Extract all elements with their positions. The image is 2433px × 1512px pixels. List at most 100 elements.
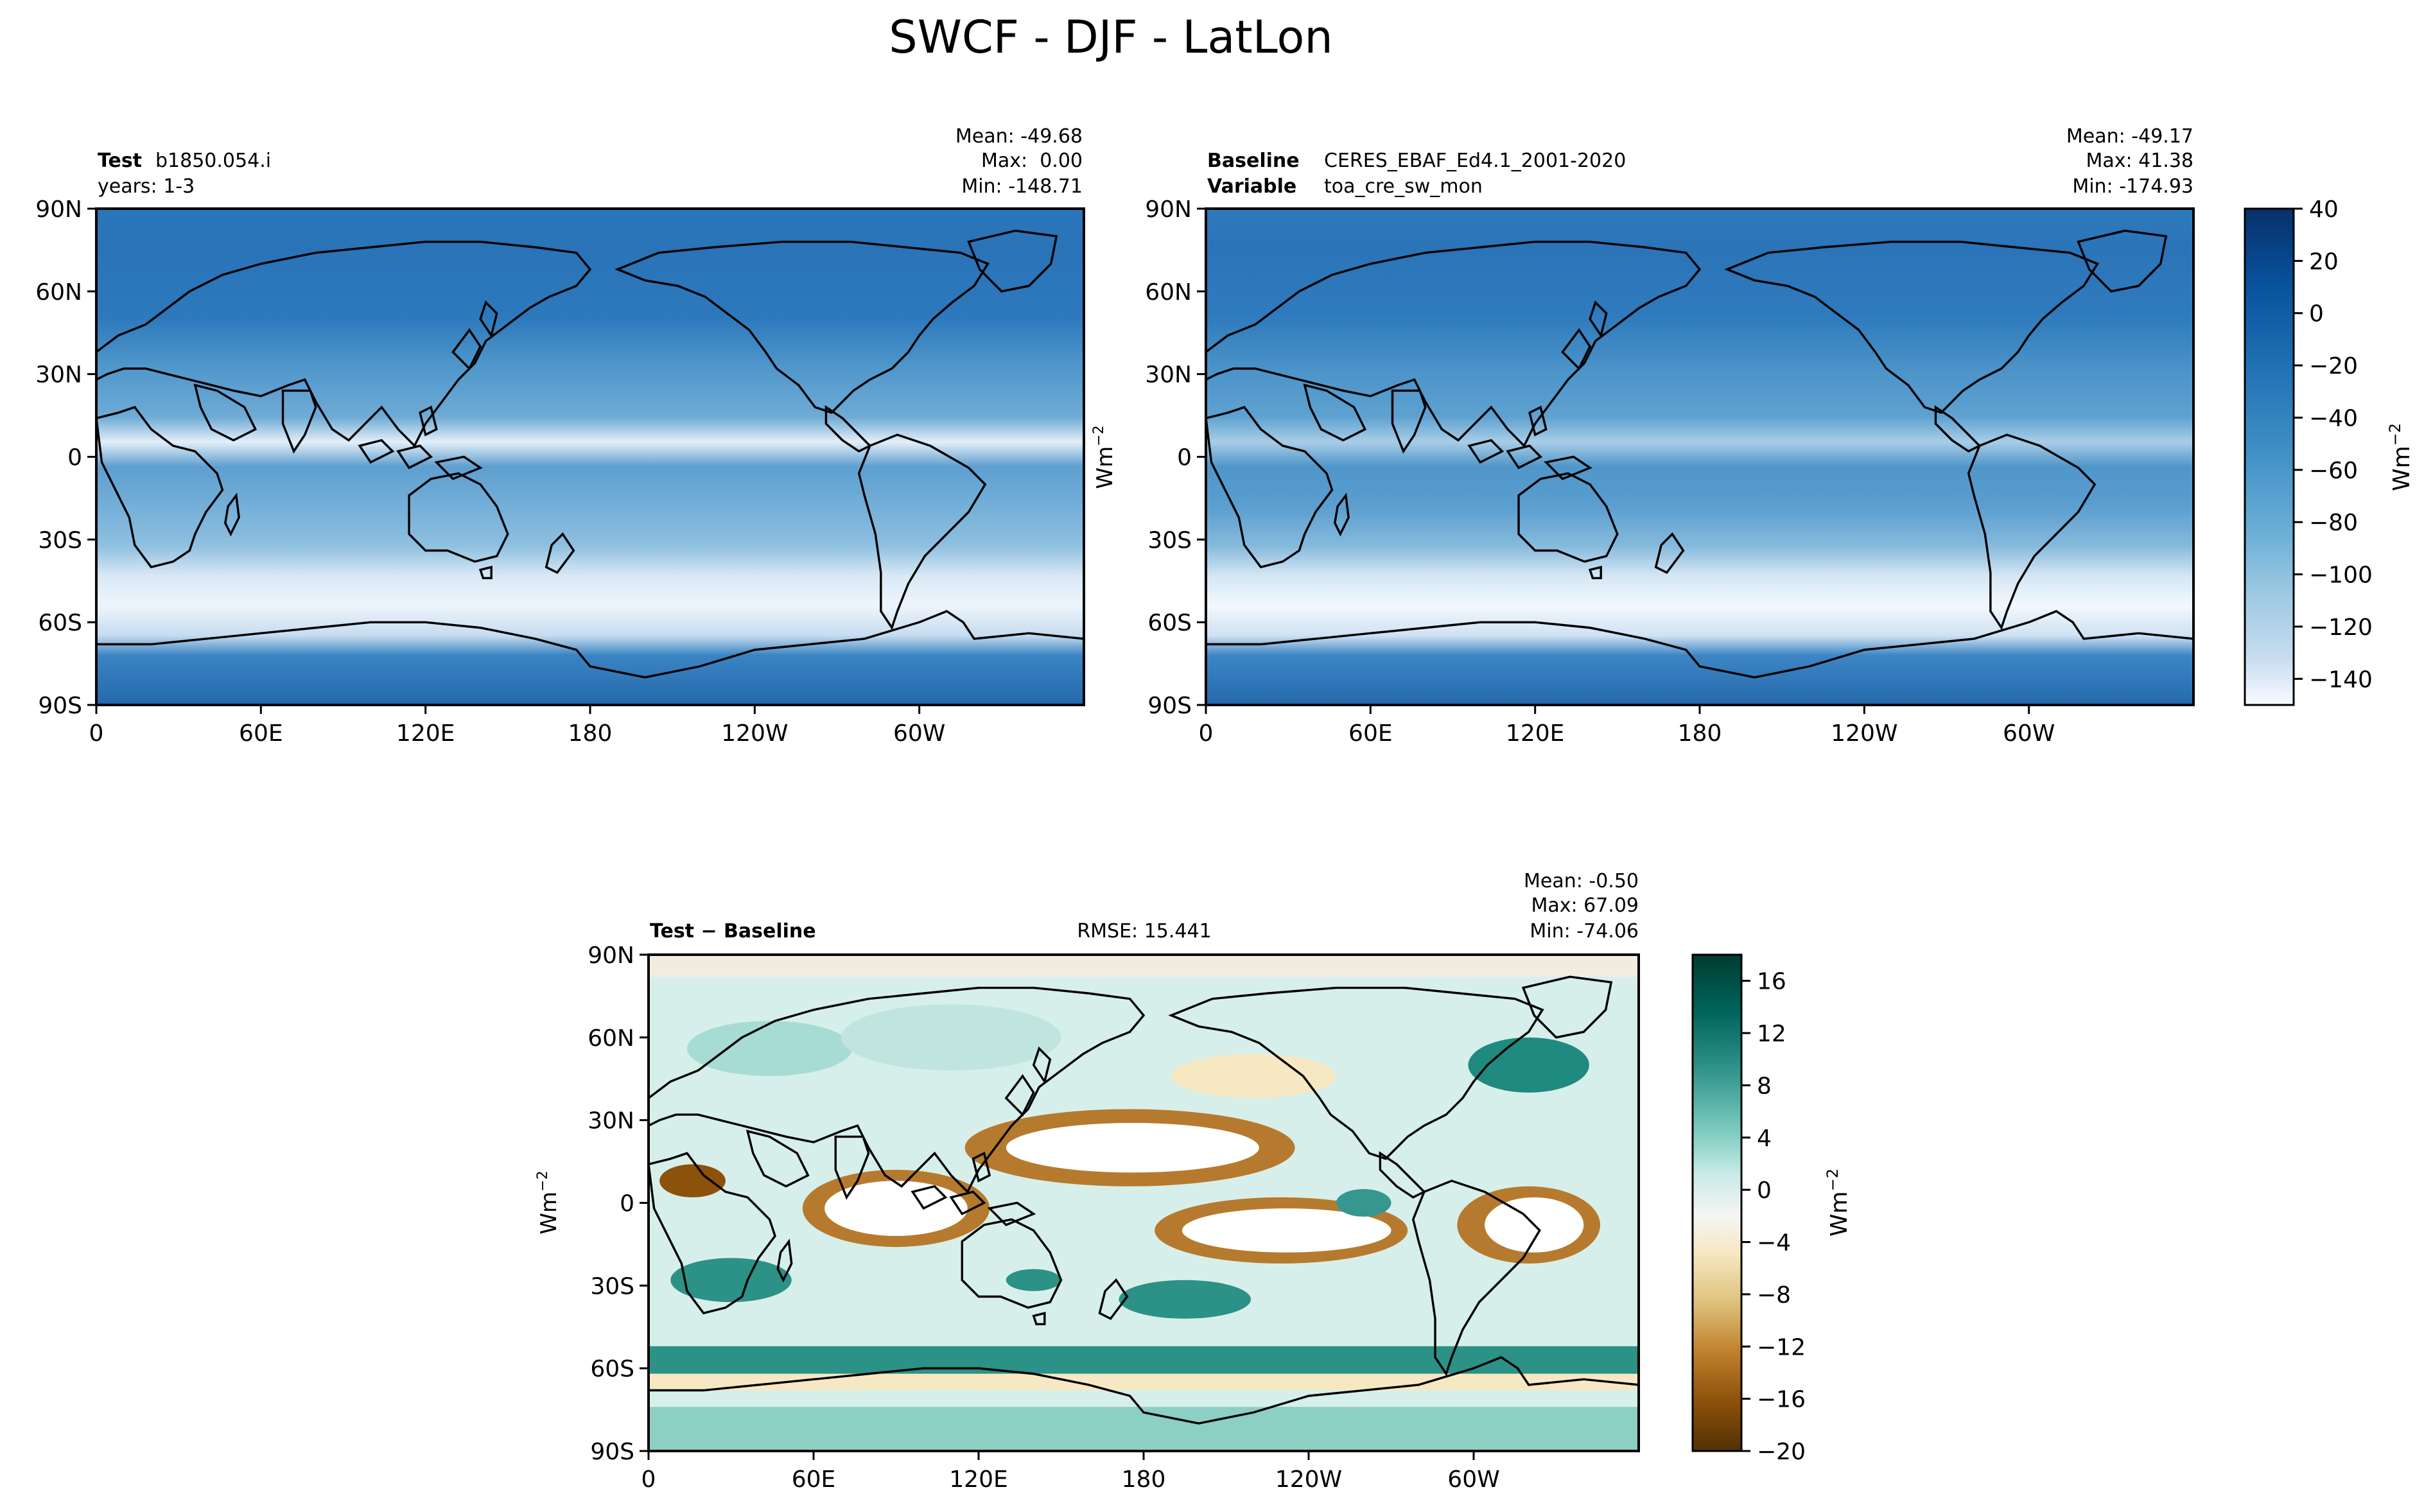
lon-tick-label: 180 xyxy=(1122,1466,1166,1493)
baseline-lon-ticks: 0 60E 120E 180 120W 60W xyxy=(1199,705,2055,747)
baseline-mean: Mean: -49.17 xyxy=(2066,125,2193,148)
lat-tick-label: 90S xyxy=(38,693,82,719)
lon-tick-label: 0 xyxy=(1199,720,1214,747)
lat-tick-label: 30S xyxy=(590,1273,634,1299)
lon-tick-label: 0 xyxy=(89,720,104,747)
colorbar-tick-label: −80 xyxy=(2309,510,2358,536)
lon-tick-label: 180 xyxy=(568,720,613,747)
diff-map xyxy=(649,955,1639,1451)
baseline-max: Max: 41.38 xyxy=(2086,150,2193,172)
lat-tick-label: 60N xyxy=(588,1025,634,1052)
diff-lat-ticks: 90N 60N 30N 0 30S 60S 90S xyxy=(588,943,649,1465)
test-max: Max: 0.00 xyxy=(981,150,1083,172)
top-colorbar-ticks: 40 20 0 −20 −40 −60 −80 −100 −120 −140 xyxy=(2294,196,2373,693)
top-colorbar-fill xyxy=(2244,207,2295,706)
lat-tick-label: 90N xyxy=(35,196,82,223)
diff-min: Min: -74.06 xyxy=(1530,920,1639,943)
diff-mean: Mean: -0.50 xyxy=(1524,870,1639,892)
lon-tick-label: 60W xyxy=(1447,1466,1499,1493)
test-mean: Mean: -49.68 xyxy=(955,125,1083,148)
test-years: years: 1-3 xyxy=(98,175,195,198)
colorbar-tick-label: 4 xyxy=(1757,1125,1772,1152)
lon-tick-label: 120W xyxy=(1831,720,1897,747)
diff-label: Test − Baseline xyxy=(650,920,816,943)
baseline-panel: Baseline CERES_EBAF_Ed4.1_2001-2020 Vari… xyxy=(1091,125,2195,747)
lat-tick-label: 60S xyxy=(590,1356,634,1382)
lat-tick-label: 30N xyxy=(1145,362,1192,388)
colorbar-tick-label: 40 xyxy=(2309,196,2339,223)
colorbar-tick-label: −16 xyxy=(1757,1387,1806,1413)
test-map-field xyxy=(96,209,1084,705)
diff-colorbar: 16 12 8 4 0 −4 −8 −12 −16 −20 Wm−2 xyxy=(1691,953,1853,1465)
diff-colorbar-ticks: 16 12 8 4 0 −4 −8 −12 −16 −20 xyxy=(1741,969,1806,1465)
lon-tick-label: 60W xyxy=(2003,720,2055,747)
lon-tick-label: 120E xyxy=(1506,720,1564,747)
lat-tick-label: 60S xyxy=(38,610,82,636)
lon-tick-label: 60E xyxy=(792,1466,836,1493)
lat-tick-label: 90N xyxy=(588,943,634,969)
diff-panel: Test − Baseline RMSE: 15.441 Mean: -0.50… xyxy=(535,870,1640,1493)
lat-tick-label: 60N xyxy=(1145,279,1192,306)
baseline-label-bold: Baseline xyxy=(1207,150,1300,172)
colorbar-tick-label: −12 xyxy=(1757,1334,1806,1360)
lat-tick-label: 90S xyxy=(1147,693,1192,719)
lat-tick-label: 30N xyxy=(35,362,82,388)
lat-tick-label: 90N xyxy=(1145,196,1192,223)
colorbar-tick-label: 16 xyxy=(1757,969,1786,995)
baseline-lat-ticks: 90N 60N 30N 0 30S 60S 90S xyxy=(1145,196,1206,719)
lon-tick-label: 120E xyxy=(396,720,455,747)
colorbar-tick-label: 0 xyxy=(1757,1177,1772,1204)
lon-tick-label: 0 xyxy=(641,1466,656,1493)
test-lat-ticks: 90N 60N 30N 0 30S 60S 90S xyxy=(35,196,96,719)
colorbar-tick-label: −40 xyxy=(2309,405,2358,431)
diff-colorbar-units: Wm−2 xyxy=(1824,1169,1853,1237)
top-colorbar-units: Wm−2 xyxy=(2386,423,2415,491)
colorbar-tick-label: −20 xyxy=(1757,1439,1806,1465)
lat-tick-label: 0 xyxy=(67,445,82,471)
colorbar-tick-label: −20 xyxy=(2309,353,2358,379)
colorbar-tick-label: 20 xyxy=(2309,248,2339,275)
lon-tick-label: 60E xyxy=(1348,720,1393,747)
colorbar-tick-label: −120 xyxy=(2309,614,2373,641)
lon-tick-label: 60W xyxy=(893,720,945,747)
lon-tick-label: 120E xyxy=(949,1466,1007,1493)
lat-tick-label: 30S xyxy=(38,527,82,553)
colorbar-tick-label: −60 xyxy=(2309,458,2358,484)
diff-lon-ticks: 0 60E 120E 180 120W 60W xyxy=(641,1451,1500,1493)
diff-colorbar-fill xyxy=(1691,953,1743,1452)
colorbar-tick-label: −4 xyxy=(1757,1230,1791,1256)
colorbar-tick-label: 8 xyxy=(1757,1073,1772,1099)
diff-anomaly-blobs xyxy=(649,955,1639,1451)
lat-tick-label: 60S xyxy=(1147,610,1192,636)
baseline-ylabel: Wm−2 xyxy=(1091,425,1118,489)
baseline-min: Min: -174.93 xyxy=(2072,175,2193,198)
lat-tick-label: 0 xyxy=(620,1191,634,1217)
baseline-var-value: toa_cre_sw_mon xyxy=(1324,175,1483,198)
test-min: Min: -148.71 xyxy=(961,175,1083,198)
baseline-map-field xyxy=(1206,209,2193,705)
test-panel: Test b1850.054.i years: 1-3 Mean: -49.68… xyxy=(35,125,1085,747)
lon-tick-label: 120W xyxy=(1275,1466,1342,1493)
lat-tick-label: 0 xyxy=(1177,445,1192,471)
lat-tick-label: 30N xyxy=(588,1108,634,1134)
baseline-var-bold: Variable xyxy=(1207,175,1296,198)
test-lon-ticks: 0 60E 120E 180 120W 60W xyxy=(89,705,945,747)
diff-max: Max: 67.09 xyxy=(1531,894,1639,917)
colorbar-tick-label: 0 xyxy=(2309,301,2324,327)
lat-tick-label: 30S xyxy=(1147,527,1192,553)
diff-rmse: RMSE: 15.441 xyxy=(1077,920,1211,943)
colorbar-tick-label: 12 xyxy=(1757,1021,1786,1047)
test-label-value: b1850.054.i xyxy=(155,150,271,172)
lat-tick-label: 60N xyxy=(35,279,82,306)
lat-tick-label: 90S xyxy=(590,1439,634,1465)
lon-tick-label: 180 xyxy=(1678,720,1722,747)
baseline-map xyxy=(1206,209,2193,705)
colorbar-tick-label: −8 xyxy=(1757,1282,1791,1308)
test-label-bold: Test xyxy=(98,150,142,172)
colorbar-tick-label: −140 xyxy=(2309,666,2373,693)
baseline-label-value: CERES_EBAF_Ed4.1_2001-2020 xyxy=(1324,150,1626,172)
top-colorbar: 40 20 0 −20 −40 −60 −80 −100 −120 −140 Wm−2 xyxy=(2244,196,2415,706)
lon-tick-label: 60E xyxy=(239,720,283,747)
figure-title: SWCF - DJF - LatLon xyxy=(889,11,1332,64)
